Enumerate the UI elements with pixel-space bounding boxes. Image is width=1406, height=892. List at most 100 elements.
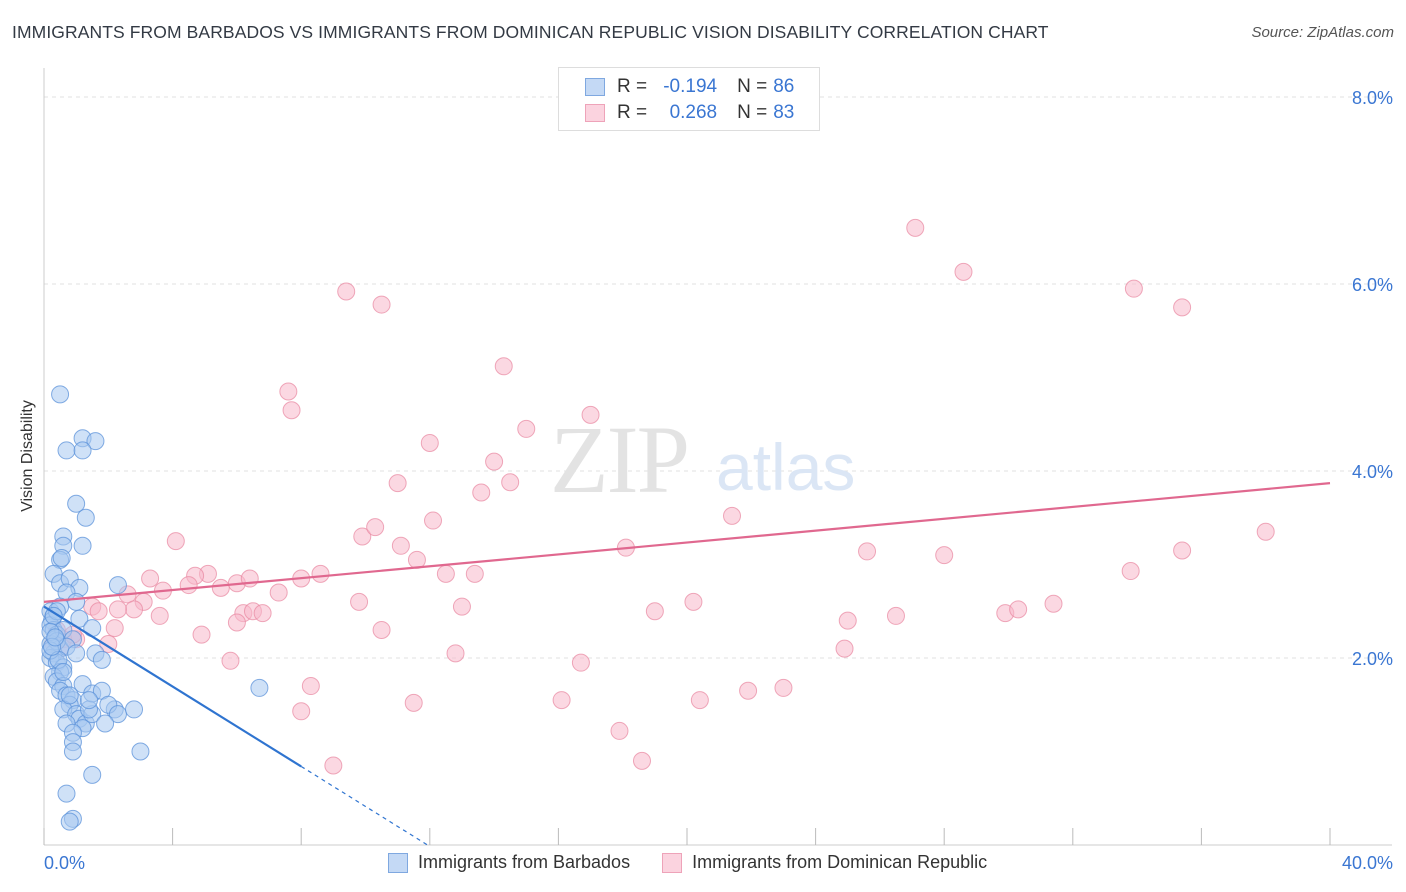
- data-point-dominican: [337, 282, 356, 301]
- source-label: Source: ZipAtlas.com: [1251, 24, 1394, 41]
- data-point-barbados: [250, 678, 269, 697]
- data-point-barbados: [108, 576, 127, 595]
- legend-item-barbados: Immigrants from Barbados: [388, 852, 630, 873]
- data-point-dominican: [366, 518, 385, 537]
- data-point-dominican: [690, 691, 709, 710]
- data-point-dominican: [141, 569, 160, 588]
- legend-r-value: 0.268: [669, 102, 718, 123]
- data-point-dominican: [1124, 279, 1143, 298]
- data-point-barbados: [86, 432, 105, 451]
- data-point-dominican: [684, 592, 703, 611]
- legend-label-barbados: Immigrants from Barbados: [418, 852, 631, 872]
- data-point-dominican: [179, 576, 198, 595]
- data-point-barbados: [80, 691, 99, 710]
- series-legend: Immigrants from Barbados Immigrants from…: [388, 852, 1019, 873]
- data-point-dominican: [552, 691, 571, 710]
- y-tick-label: 4.0%: [1352, 462, 1393, 482]
- data-point-dominican: [404, 693, 423, 712]
- data-point-barbados: [70, 609, 89, 628]
- y-tick-label: 6.0%: [1352, 275, 1393, 295]
- data-point-barbados: [67, 494, 86, 513]
- data-point-barbados: [73, 441, 92, 460]
- legend-swatch-dominican: [585, 104, 605, 122]
- data-point-dominican: [108, 600, 127, 619]
- data-point-dominican: [723, 506, 742, 525]
- data-point-dominican: [494, 357, 513, 376]
- legend-n-label: N =: [737, 76, 768, 97]
- series-barbados-points: [41, 385, 269, 831]
- data-point-dominican: [125, 600, 144, 619]
- data-point-dominican: [1173, 298, 1192, 317]
- data-point-barbados: [60, 686, 79, 705]
- data-point-dominican: [610, 721, 629, 740]
- data-point-barbados: [60, 812, 79, 831]
- data-point-dominican: [372, 295, 391, 314]
- data-point-barbados: [83, 765, 102, 784]
- trend-line-barbados-extension: [300, 765, 431, 847]
- data-point-dominican: [391, 536, 410, 555]
- data-point-dominican: [436, 564, 455, 583]
- legend-n-value: 83: [773, 102, 795, 123]
- data-point-barbados: [57, 784, 76, 803]
- data-point-dominican: [1121, 562, 1140, 581]
- data-point-dominican: [632, 751, 651, 770]
- data-point-dominican: [166, 532, 185, 551]
- data-point-barbados: [63, 742, 82, 761]
- x-tick-label-max: 40.0%: [1342, 853, 1393, 873]
- data-point-dominican: [311, 564, 330, 583]
- legend-n-label: N =: [737, 102, 768, 123]
- legend-item-dominican: Immigrants from Dominican Republic: [662, 852, 987, 873]
- data-point-dominican: [227, 613, 246, 632]
- data-point-dominican: [253, 604, 272, 623]
- data-point-dominican: [350, 592, 369, 611]
- watermark-zip: ZIP: [550, 406, 688, 513]
- trend-line-dominican: [43, 482, 1331, 603]
- data-point-barbados: [131, 742, 150, 761]
- axes: [43, 68, 1392, 846]
- data-point-dominican: [221, 651, 240, 670]
- data-point-dominican: [517, 419, 536, 438]
- legend-swatch-barbados: [388, 852, 408, 873]
- legend-r-label: R =: [617, 102, 648, 123]
- data-point-dominican: [301, 677, 320, 696]
- gridlines: [44, 96, 1392, 659]
- data-point-dominican: [89, 602, 108, 621]
- data-point-dominican: [282, 401, 301, 420]
- data-point-dominican: [858, 542, 877, 561]
- data-point-dominican: [452, 597, 471, 616]
- data-point-dominican: [581, 405, 600, 424]
- data-point-dominican: [906, 218, 925, 237]
- data-point-barbados: [46, 628, 65, 647]
- data-point-dominican: [420, 433, 439, 452]
- data-point-barbados: [51, 385, 70, 404]
- data-point-barbados: [76, 508, 95, 527]
- x-tick-label-min: 0.0%: [44, 853, 85, 873]
- data-point-dominican: [571, 653, 590, 672]
- data-point-dominican: [324, 756, 343, 775]
- data-point-barbados: [125, 700, 144, 719]
- data-point-dominican: [838, 611, 857, 630]
- y-tick-label: 8.0%: [1352, 88, 1393, 108]
- legend-label-dominican: Immigrants from Dominican Republic: [692, 852, 988, 872]
- legend-swatch-barbados: [585, 78, 605, 96]
- data-point-dominican: [1009, 600, 1028, 619]
- legend-r-label: R =: [617, 76, 648, 97]
- data-point-dominican: [292, 702, 311, 721]
- data-point-dominican: [407, 550, 426, 569]
- data-point-dominican: [1173, 541, 1192, 560]
- data-point-barbados: [67, 644, 86, 663]
- data-point-dominican: [353, 527, 372, 546]
- data-point-dominican: [472, 483, 491, 502]
- data-point-dominican: [739, 681, 758, 700]
- data-point-dominican: [372, 620, 391, 639]
- data-point-barbados: [57, 441, 76, 460]
- data-point-dominican: [424, 511, 443, 530]
- legend-swatch-dominican: [662, 852, 683, 873]
- legend-row-barbados: R = -0.194 N = 86: [585, 75, 794, 99]
- legend-row-dominican: R = 0.268 N = 83: [585, 101, 794, 125]
- data-point-barbados: [52, 548, 71, 567]
- tick-labels: 2.0% 4.0% 6.0% 8.0% 0.0% 40.0%: [44, 88, 1393, 873]
- data-point-barbados: [67, 592, 86, 611]
- trend-lines: [43, 482, 1331, 847]
- y-axis-label: Vision Disability: [19, 400, 36, 512]
